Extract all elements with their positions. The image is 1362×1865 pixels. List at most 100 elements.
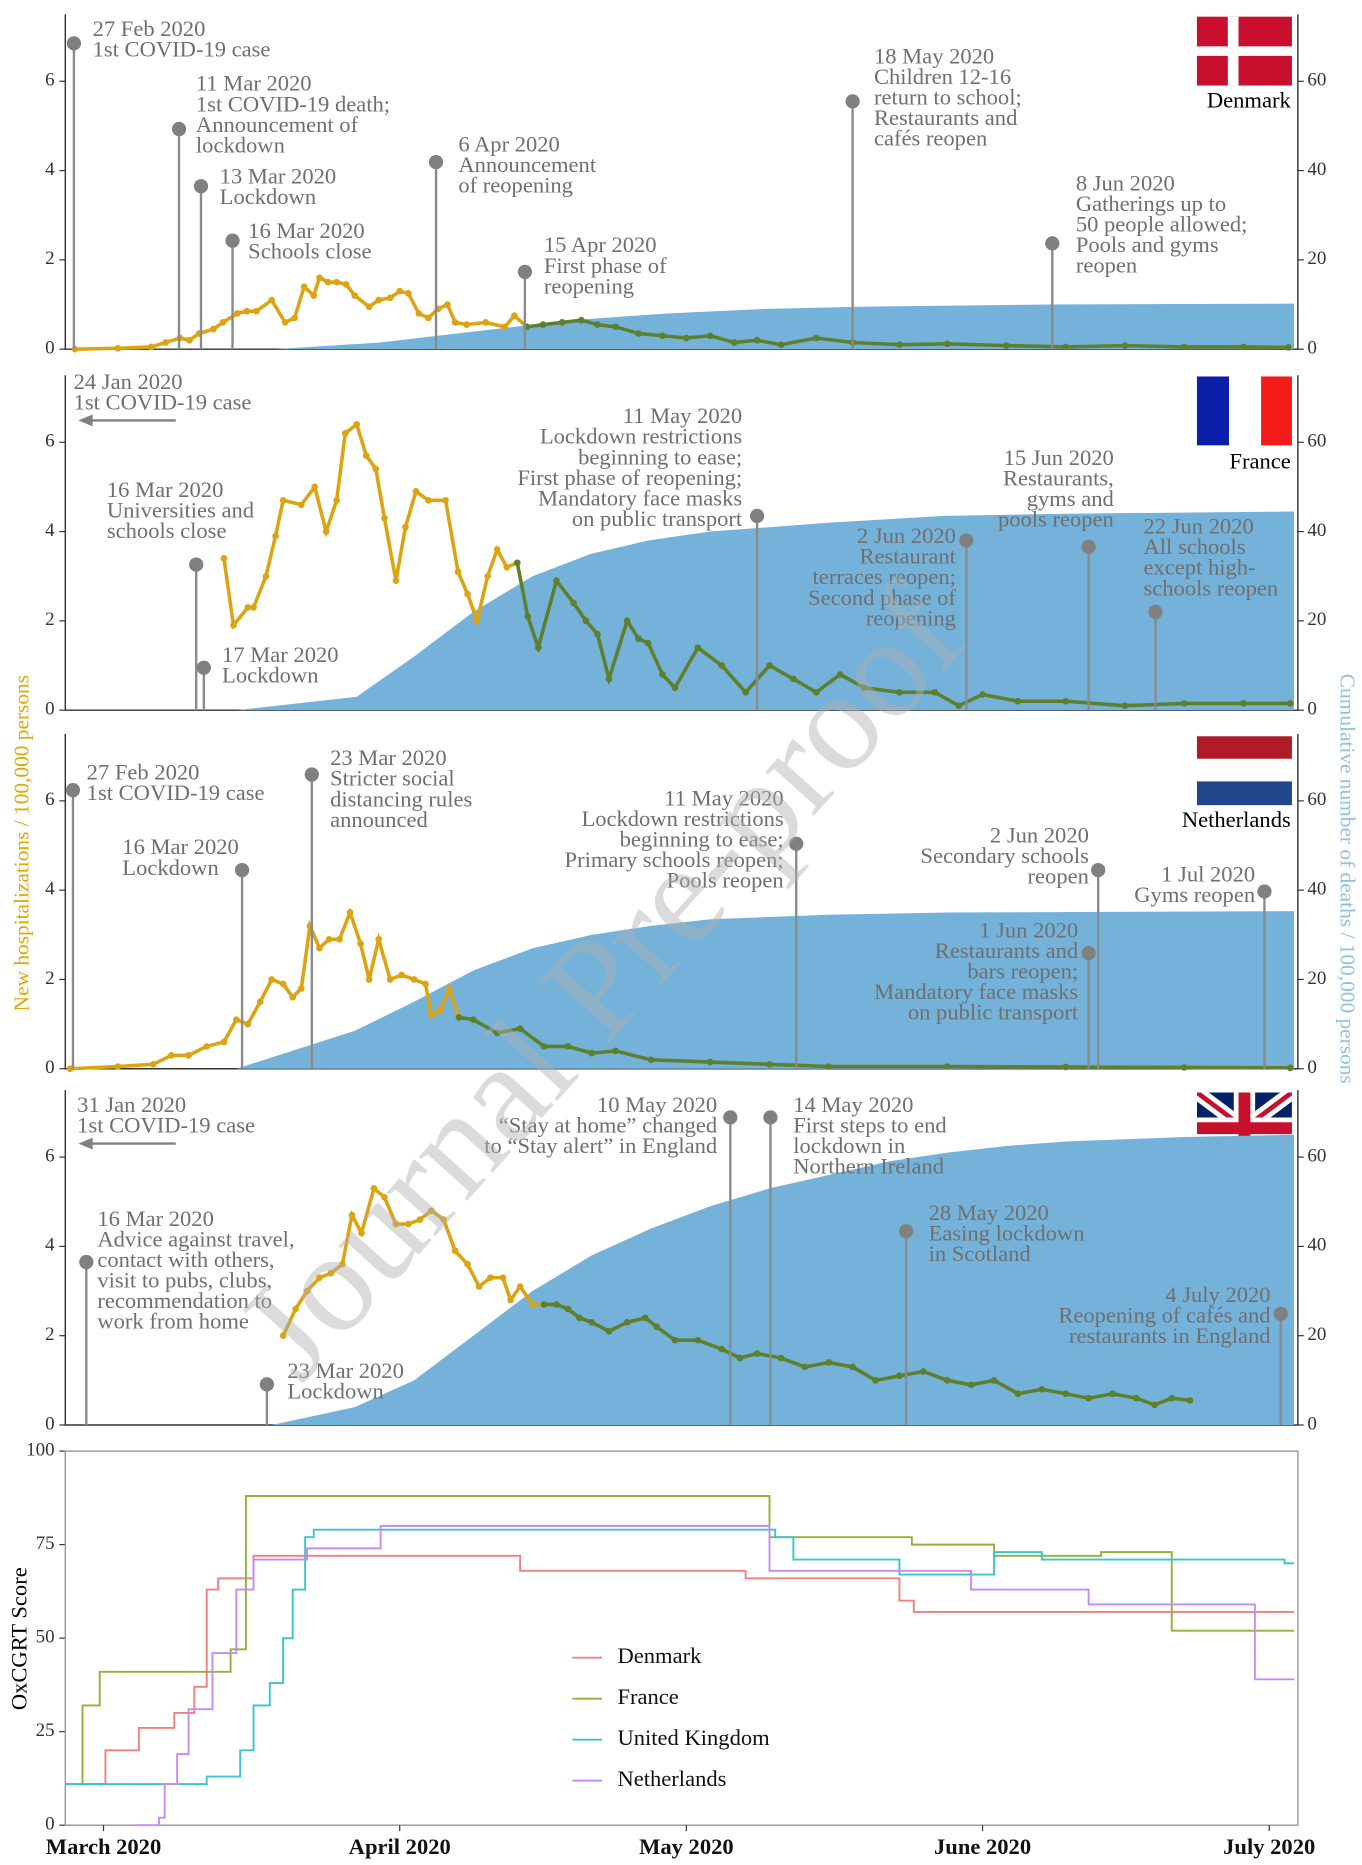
hospitalization-point xyxy=(540,1043,548,1050)
hospitalization-point xyxy=(346,909,354,916)
hospitalization-point xyxy=(766,1060,773,1068)
hospitalization-point xyxy=(230,621,237,629)
hospitalization-point xyxy=(644,639,652,647)
hospitalization-point xyxy=(392,577,400,584)
arrow-head xyxy=(78,414,93,427)
hospitalization-point xyxy=(943,1063,951,1070)
y-tick-label: 6 xyxy=(45,431,55,452)
hospitalization-point xyxy=(244,1020,252,1028)
hospitalization-point xyxy=(291,314,298,322)
hospitalization-point xyxy=(653,1323,661,1331)
hospitalization-point xyxy=(469,1016,477,1023)
y-tick-label: 2 xyxy=(45,248,55,269)
y-tick-label: 4 xyxy=(45,520,55,541)
hospitalization-point xyxy=(588,1318,596,1326)
event-label: restaurants in England xyxy=(1069,1323,1271,1348)
hospitalization-point xyxy=(801,1363,809,1371)
hospitalization-point xyxy=(1168,1394,1176,1402)
event-label: 11 May 2020 xyxy=(623,403,742,428)
y-tick-label: 6 xyxy=(45,789,55,810)
country-name: Denmark xyxy=(1207,87,1292,112)
event-label: Reopening of cafés and xyxy=(1058,1302,1270,1327)
hospitalization-point xyxy=(365,976,373,983)
event-label: Mandatory face masks xyxy=(874,979,1078,1004)
hospitalization-point xyxy=(1121,702,1129,710)
event-label: of reopening xyxy=(458,172,573,197)
hospitalization-point xyxy=(612,323,619,331)
y-tick-label: 4 xyxy=(45,1235,55,1256)
event-label: 1st COVID-19 case xyxy=(74,389,252,414)
event-label: reopening xyxy=(544,273,634,298)
y2-tick-label: 60 xyxy=(1307,431,1326,452)
hospitalization-point xyxy=(300,283,308,290)
hospitalization-point xyxy=(594,321,601,328)
hospitalization-line xyxy=(222,421,518,630)
event-label: except high- xyxy=(1144,555,1256,580)
event-label: announced xyxy=(330,807,428,832)
y2-tick-label: 20 xyxy=(1307,1324,1326,1345)
y2-tick-label: 0 xyxy=(1307,1057,1317,1078)
event-label: terraces reopen; xyxy=(813,564,956,589)
hospitalization-point xyxy=(836,671,844,678)
hospitalization-point xyxy=(1109,1390,1116,1398)
hospitalization-point xyxy=(540,1301,548,1308)
event-label: 1st COVID-19 case xyxy=(77,1112,255,1137)
event-label: 15 Apr 2020 xyxy=(544,232,657,257)
hospitalization-point xyxy=(647,1056,655,1064)
hospitalization-point xyxy=(250,604,257,611)
hospitalization-point xyxy=(605,675,613,683)
hospitalization-point xyxy=(147,343,155,351)
y2-axis-label: Cumulative number of deaths / 100,000 pe… xyxy=(1335,674,1359,1084)
event-label: Restaurant xyxy=(859,544,956,569)
hospitalization-point xyxy=(896,688,903,696)
hospitalization-point xyxy=(576,1314,583,1322)
event-label: 31 Jan 2020 xyxy=(77,1092,186,1117)
deaths-area xyxy=(237,511,1295,711)
score-line xyxy=(65,1554,1295,1785)
hospitalization-point xyxy=(623,1318,631,1326)
event-label: Lockdown restrictions xyxy=(540,424,742,449)
hospitalization-point xyxy=(812,688,820,696)
hospitalization-point xyxy=(1180,1064,1188,1071)
hospitalization-point xyxy=(310,292,318,299)
y-tick-label: 0 xyxy=(45,699,55,720)
event-label: Secondary schools xyxy=(920,843,1088,868)
hospitalization-point xyxy=(516,1283,524,1290)
hospitalization-point xyxy=(553,577,560,584)
event-label: pools reopen xyxy=(998,506,1114,531)
event-label: 1st COVID-19 death; xyxy=(196,91,390,116)
hospitalization-point xyxy=(279,1332,287,1340)
y-tick-label: 0 xyxy=(45,1814,55,1835)
y2-tick-label: 60 xyxy=(1307,1145,1326,1166)
hospitalization-point xyxy=(635,635,642,643)
event-label: gyms and xyxy=(1027,486,1114,511)
hospitalization-point xyxy=(463,321,470,328)
event-label: Lockdown xyxy=(222,662,318,687)
x-tick-label: May 2020 xyxy=(639,1834,734,1859)
hospitalization-point xyxy=(1286,700,1294,707)
event-dot xyxy=(1273,1306,1288,1321)
hospitalization-point xyxy=(694,644,702,651)
hospitalization-point xyxy=(425,314,432,322)
hospitalization-point xyxy=(635,330,642,337)
hospitalization-point xyxy=(372,465,380,473)
hospitalization-point xyxy=(253,307,260,315)
hospitalization-point xyxy=(336,935,343,943)
event-dot xyxy=(1148,604,1163,620)
hospitalization-point xyxy=(351,292,359,299)
event-label: 23 Mar 2020 xyxy=(330,745,446,770)
hospitalization-point xyxy=(475,1283,483,1290)
event-label: 8 Jun 2020 xyxy=(1076,170,1175,195)
country-panel: 02460204060United Kingdom31 Jan 20201st … xyxy=(45,1090,1326,1434)
hospitalization-point xyxy=(402,523,409,531)
event-label: Primary schools reopen; xyxy=(565,847,784,872)
hospitalization-point xyxy=(392,1220,400,1228)
y2-tick-label: 0 xyxy=(1307,699,1317,720)
y-tick-label: 100 xyxy=(26,1439,54,1460)
event-label: Restaurants, xyxy=(1003,465,1114,490)
event-label: 28 May 2020 xyxy=(929,1200,1049,1225)
flag-denmark xyxy=(1196,16,1292,86)
y-tick-label: 6 xyxy=(45,1145,55,1166)
event-dot xyxy=(66,36,82,51)
